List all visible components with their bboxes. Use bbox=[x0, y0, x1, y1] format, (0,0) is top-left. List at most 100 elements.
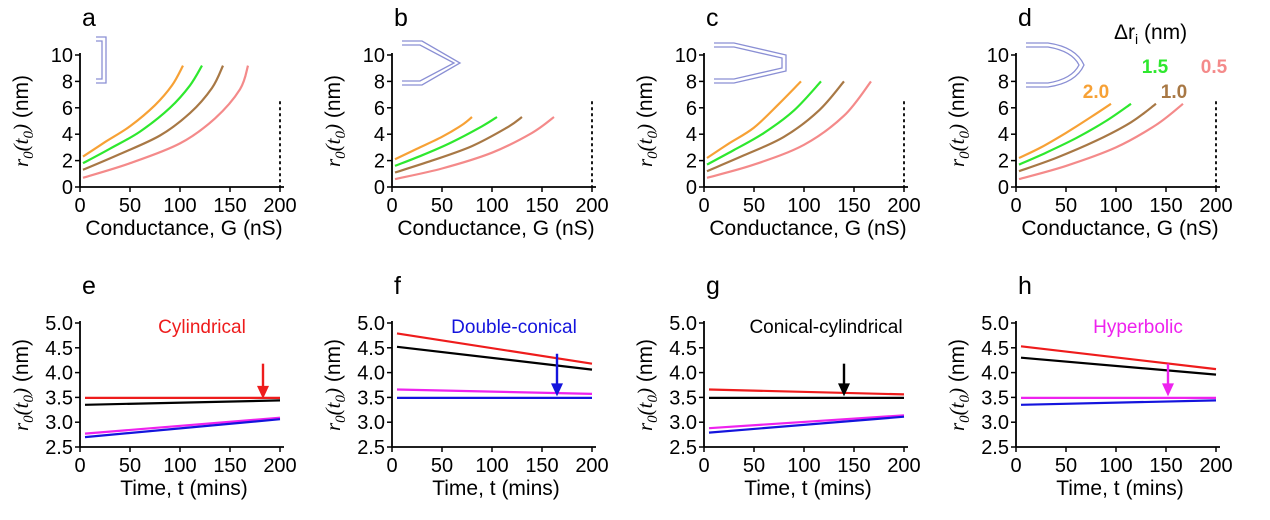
x-tick-label: 0 bbox=[1010, 455, 1021, 477]
x-axis-title: Time, t (mins) bbox=[120, 477, 248, 500]
series-line-4 bbox=[1018, 102, 1184, 181]
legend-entry: 0.5 bbox=[1201, 57, 1228, 78]
x-tick-label: 200 bbox=[1199, 455, 1232, 477]
x-tick-label: 50 bbox=[119, 455, 141, 477]
x-tick-label: 50 bbox=[743, 195, 765, 217]
x-tick-label: 200 bbox=[263, 455, 296, 477]
x-tick-label: 100 bbox=[475, 195, 508, 217]
panel-letter: a bbox=[82, 4, 96, 32]
x-tick-label: 100 bbox=[163, 195, 196, 217]
y-tick-label: 3.0 bbox=[981, 412, 1009, 434]
legend-entry: 2.0 bbox=[1083, 82, 1109, 103]
x-tick-label: 200 bbox=[575, 455, 608, 477]
x-tick-label: 100 bbox=[787, 455, 820, 477]
series-line-1 bbox=[1018, 102, 1112, 159]
y-tick-label: 6 bbox=[686, 98, 697, 120]
panel-letter: g bbox=[706, 272, 720, 300]
y-tick-label: 2.5 bbox=[669, 437, 697, 459]
y-axis-title: r0(t0) (nm) bbox=[9, 339, 37, 431]
y-tick-label: 4.5 bbox=[669, 338, 697, 360]
x-axis-title: Time, t (mins) bbox=[744, 477, 872, 500]
y-axis-title: r0(t0) (nm) bbox=[633, 339, 661, 431]
pore-shape-icon bbox=[402, 40, 462, 86]
series-line-2 bbox=[706, 80, 822, 166]
series-line-1 bbox=[82, 65, 184, 158]
y-tick-label: 2.5 bbox=[357, 437, 385, 459]
series-line-2 bbox=[82, 65, 203, 165]
x-tick-label: 150 bbox=[525, 455, 558, 477]
series-line-1 bbox=[396, 332, 593, 365]
y-tick-label: 5.0 bbox=[357, 313, 385, 335]
y-tick-label: 3.0 bbox=[45, 412, 73, 434]
y-axis-title: r0(t0) (nm) bbox=[945, 339, 973, 431]
x-tick-label: 150 bbox=[525, 195, 558, 217]
x-tick-label: 50 bbox=[1055, 455, 1077, 477]
x-tick-label: 0 bbox=[698, 455, 709, 477]
y-tick-label: 5.0 bbox=[981, 313, 1009, 335]
series-line-3 bbox=[84, 416, 281, 435]
x-tick-label: 100 bbox=[1099, 455, 1132, 477]
series-line-2 bbox=[396, 345, 593, 371]
y-tick-label: 4 bbox=[374, 124, 385, 146]
series-line-2 bbox=[1020, 356, 1217, 376]
x-tick-label: 150 bbox=[213, 455, 246, 477]
series-line-2 bbox=[394, 116, 498, 167]
x-tick-label: 50 bbox=[431, 455, 453, 477]
y-tick-label: 4 bbox=[686, 124, 697, 146]
x-tick-label: 200 bbox=[575, 195, 608, 217]
y-tick-label: 8 bbox=[998, 71, 1009, 93]
panel-letter: c bbox=[706, 4, 719, 32]
y-tick-label: 4.5 bbox=[981, 338, 1009, 360]
x-tick-label: 100 bbox=[163, 455, 196, 477]
y-tick-label: 10 bbox=[675, 45, 697, 67]
panel-letter: b bbox=[394, 4, 408, 32]
y-tick-label: 0 bbox=[62, 177, 73, 199]
x-tick-label: 50 bbox=[119, 195, 141, 217]
panel-letter: f bbox=[394, 272, 401, 300]
x-tick-label: 150 bbox=[837, 195, 870, 217]
y-tick-label: 2 bbox=[374, 151, 385, 173]
y-tick-label: 4.0 bbox=[981, 363, 1009, 385]
y-tick-label: 4 bbox=[998, 124, 1009, 146]
legend-entry: 1.0 bbox=[1161, 82, 1187, 103]
y-tick-label: 3.5 bbox=[45, 387, 73, 409]
y-axis-title: r0(t0) (nm) bbox=[945, 75, 973, 167]
x-axis-title: Conductance, G (nS) bbox=[1021, 217, 1218, 240]
x-axis-title: Time, t (mins) bbox=[1056, 477, 1184, 500]
y-tick-label: 5.0 bbox=[669, 313, 697, 335]
legend-entry: 1.5 bbox=[1142, 57, 1169, 78]
x-tick-label: 150 bbox=[1149, 455, 1182, 477]
panel-h: h 2.5 3.0 3.54.0 4.5 5.0 0 50 100 150 200 Time, t (… bbox=[945, 272, 1233, 500]
panel-letter: h bbox=[1018, 272, 1032, 300]
y-tick-label: 2 bbox=[62, 151, 73, 173]
annotation-label: Conical-cylindrical bbox=[749, 317, 902, 338]
x-tick-label: 200 bbox=[887, 455, 920, 477]
annotation-label: Cylindrical bbox=[158, 317, 246, 338]
y-tick-label: 4.5 bbox=[357, 338, 385, 360]
x-tick-label: 100 bbox=[787, 195, 820, 217]
series-line-4 bbox=[82, 65, 250, 179]
series-line-1 bbox=[1020, 345, 1217, 371]
y-tick-label: 4 bbox=[62, 124, 73, 146]
annotation-label: Double-conical bbox=[451, 317, 577, 338]
y-tick-label: 10 bbox=[987, 45, 1009, 67]
x-tick-label: 150 bbox=[213, 195, 246, 217]
y-tick-label: 3.0 bbox=[669, 412, 697, 434]
x-tick-label: 0 bbox=[386, 455, 397, 477]
x-tick-label: 100 bbox=[475, 455, 508, 477]
x-tick-label: 150 bbox=[837, 455, 870, 477]
x-tick-label: 200 bbox=[1199, 195, 1232, 217]
x-tick-label: 50 bbox=[431, 195, 453, 217]
x-tick-label: 0 bbox=[698, 195, 709, 217]
y-tick-label: 2 bbox=[686, 151, 697, 173]
x-axis-title: Time, t (mins) bbox=[432, 477, 560, 500]
x-tick-label: 0 bbox=[1010, 195, 1021, 217]
x-axis-title: Conductance, G (nS) bbox=[397, 217, 594, 240]
series-line-4 bbox=[84, 418, 281, 439]
series-line-3 bbox=[1018, 102, 1157, 173]
y-tick-label: 6 bbox=[62, 98, 73, 120]
